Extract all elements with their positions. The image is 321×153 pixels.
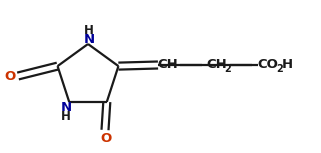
Text: 2: 2	[277, 64, 283, 74]
Text: O: O	[4, 69, 16, 82]
Text: CH: CH	[207, 58, 227, 71]
Text: CO: CO	[257, 58, 278, 71]
Text: O: O	[100, 132, 112, 146]
Text: CH: CH	[158, 58, 178, 71]
Text: N: N	[61, 101, 72, 114]
Text: H: H	[61, 110, 71, 123]
Text: H: H	[84, 24, 94, 37]
Text: 2: 2	[225, 64, 231, 74]
Text: N: N	[83, 32, 95, 45]
Text: H: H	[282, 58, 292, 71]
